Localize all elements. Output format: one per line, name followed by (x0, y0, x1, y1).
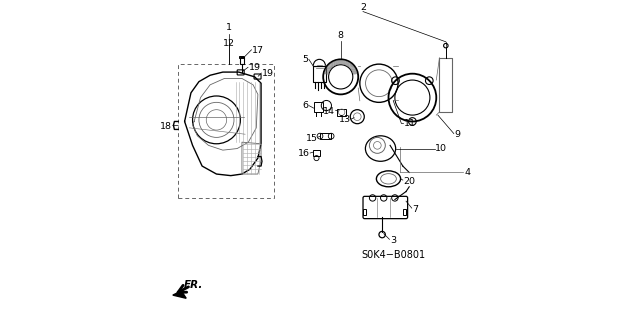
Text: 19: 19 (248, 63, 260, 72)
Bar (314, 102, 323, 112)
Text: 9: 9 (454, 130, 460, 139)
Text: 1: 1 (226, 23, 232, 32)
Bar (178, 64, 274, 198)
Bar (239, 56, 244, 58)
Text: 12: 12 (223, 39, 235, 48)
Text: FR.: FR. (184, 280, 203, 290)
Bar (363, 209, 366, 215)
Text: 5: 5 (302, 55, 308, 64)
Text: 16: 16 (298, 150, 310, 159)
Text: 14: 14 (323, 107, 335, 116)
Text: 3: 3 (390, 236, 396, 245)
Text: 20: 20 (403, 176, 415, 186)
Text: 7: 7 (412, 204, 419, 214)
Bar (240, 57, 244, 64)
Text: 17: 17 (252, 46, 264, 55)
Bar (313, 66, 326, 82)
Text: S0K4−B0801: S0K4−B0801 (361, 250, 426, 260)
Text: 4: 4 (465, 168, 471, 177)
Bar (320, 133, 331, 139)
Polygon shape (173, 291, 186, 298)
Text: 18: 18 (160, 122, 172, 131)
Text: 13: 13 (339, 115, 351, 124)
Text: 2: 2 (360, 3, 366, 11)
Bar (403, 209, 406, 215)
Text: 6: 6 (302, 101, 308, 110)
Text: 8: 8 (338, 31, 344, 40)
Text: 10: 10 (435, 144, 447, 153)
Text: 11: 11 (403, 119, 415, 128)
Text: 15: 15 (305, 134, 317, 143)
Text: 19: 19 (262, 69, 274, 78)
Bar (337, 109, 346, 116)
Bar (313, 150, 320, 156)
